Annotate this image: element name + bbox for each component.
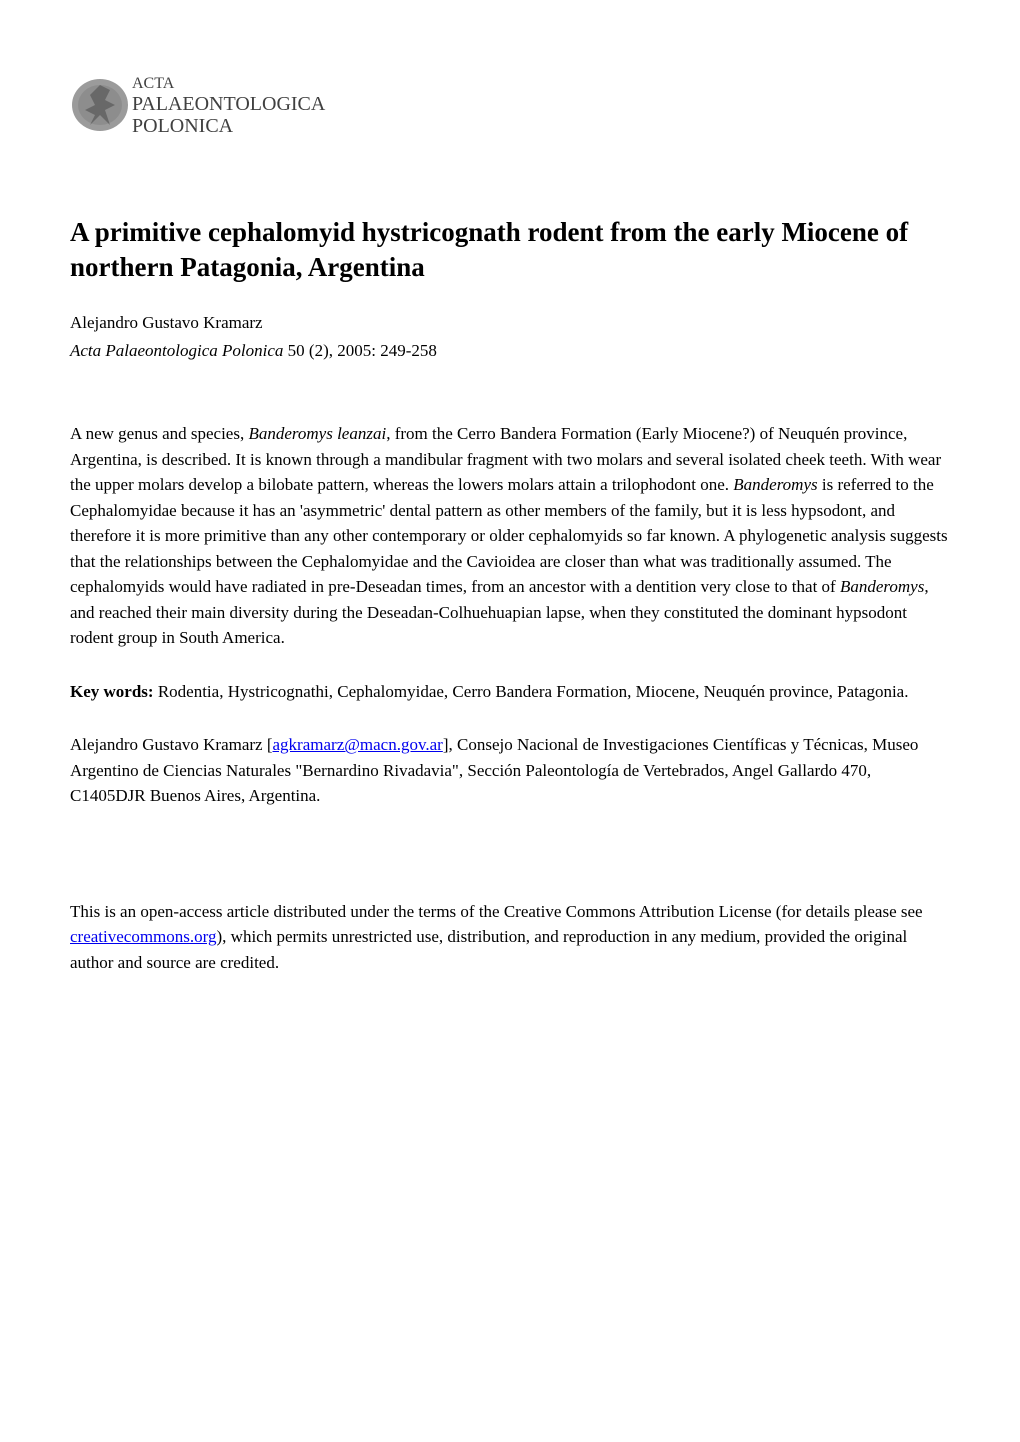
article-title: A primitive cephalomyid hystricognath ro… (70, 215, 950, 285)
keywords: Key words: Rodentia, Hystricognathi, Cep… (70, 679, 950, 705)
citation-volume: 50 (2), 2005: 249-258 (288, 341, 437, 360)
abstract-text: A new genus and species, Banderomys lean… (70, 421, 950, 651)
logo-graphic: ACTA PALAEONTOLOGICA POLONICA (70, 60, 350, 150)
author-email-link[interactable]: agkramarz@macn.gov.ar (273, 735, 443, 754)
abstract-text-span: A new genus and species, (70, 424, 248, 443)
keywords-label: Key words: (70, 682, 154, 701)
logo-text-1: ACTA (132, 75, 175, 92)
citation-journal: Acta Palaeontologica Polonica (70, 341, 283, 360)
keywords-text: Rodentia, Hystricognathi, Cephalomyidae,… (154, 682, 909, 701)
logo-text-3: POLONICA (132, 115, 234, 137)
abstract-italic-span: Banderomys leanzai (248, 424, 386, 443)
abstract-italic-span: Banderomys (733, 475, 817, 494)
license-link[interactable]: creativecommons.org (70, 927, 217, 946)
license-text: This is an open-access article distribut… (70, 899, 950, 976)
author-info: Alejandro Gustavo Kramarz [agkramarz@mac… (70, 732, 950, 809)
citation: Acta Palaeontologica Polonica 50 (2), 20… (70, 341, 950, 361)
author-info-prefix: Alejandro Gustavo Kramarz [ (70, 735, 273, 754)
abstract-italic-span: Banderomys (840, 577, 924, 596)
journal-logo: ACTA PALAEONTOLOGICA POLONICA (70, 60, 950, 155)
logo-text-2: PALAEONTOLOGICA (132, 93, 326, 115)
license-prefix: This is an open-access article distribut… (70, 902, 923, 921)
author-name: Alejandro Gustavo Kramarz (70, 313, 950, 333)
